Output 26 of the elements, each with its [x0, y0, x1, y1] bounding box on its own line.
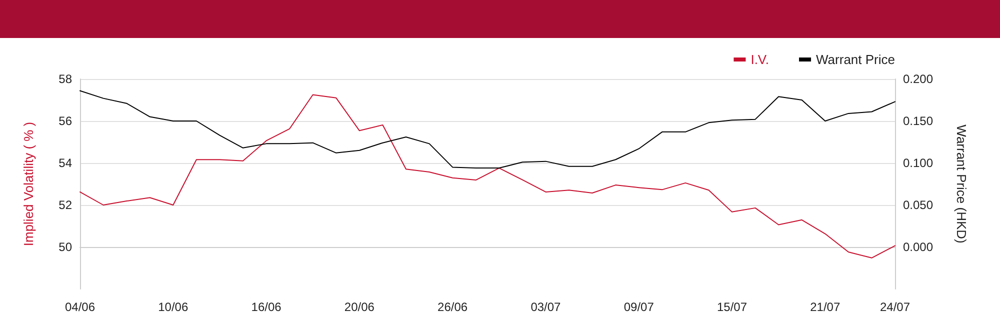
y-tick-label: 50 — [58, 240, 72, 254]
y2-tick-label: 0.050 — [903, 198, 934, 212]
x-tick-label: 04/06 — [64, 300, 96, 314]
y-axis-title: Implied Volatility ( % ) — [21, 122, 36, 246]
y2-tick-label: 0.200 — [903, 72, 934, 86]
x-tick-label: 10/06 — [158, 300, 188, 314]
x-tick-label: 26/06 — [438, 300, 468, 314]
legend-label: I.V. — [750, 52, 770, 67]
x-tick-label: 21/07 — [810, 300, 840, 314]
line-series — [80, 90, 896, 169]
y-tick-label: 58 — [58, 72, 72, 86]
x-tick-label: 24/07 — [880, 300, 910, 314]
y2-tick-label: 0.150 — [903, 114, 934, 128]
x-tick-label: 15/07 — [716, 300, 748, 314]
x-tick-label: 16/06 — [251, 300, 282, 314]
x-tick-label: 03/07 — [530, 300, 562, 314]
y2-tick-label: 0.100 — [903, 156, 934, 170]
line-series — [80, 94, 896, 258]
y-tick-label: 54 — [58, 156, 72, 170]
y2-axis-title: Warrant Price (HKD) — [954, 124, 969, 244]
legend-label: Warrant Price — [816, 52, 896, 67]
y2-tick-label: 0.000 — [903, 240, 934, 254]
y-tick-label: 52 — [58, 198, 72, 212]
y-tick-label: 56 — [58, 114, 72, 128]
x-tick-label: 09/07 — [624, 300, 654, 314]
x-tick-label: 20/06 — [344, 300, 375, 314]
